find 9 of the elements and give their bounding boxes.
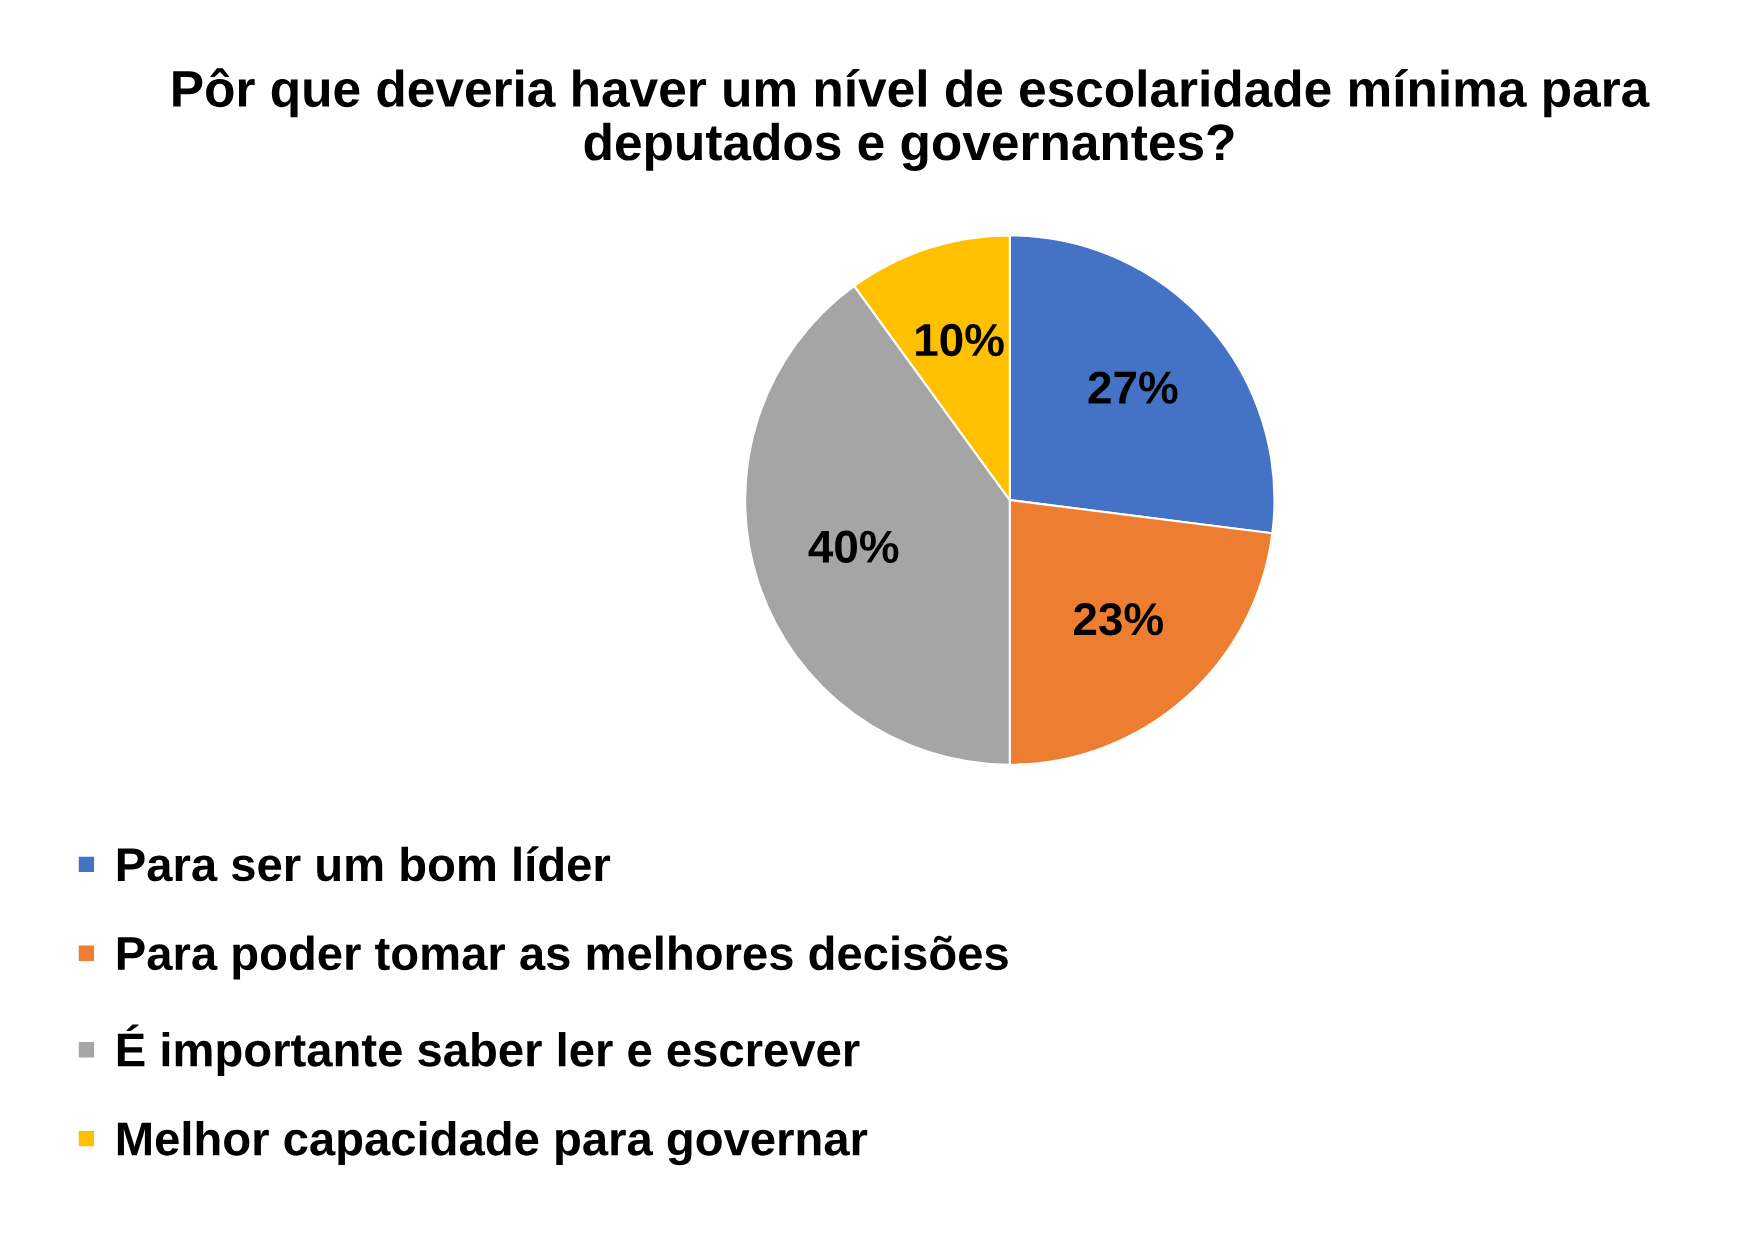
data-label: 10%: [916, 323, 1004, 357]
data-label: 27%: [1088, 371, 1178, 404]
legend-label: É importante saber ler e escrever: [117, 1024, 860, 1077]
data-label: 23%: [1074, 603, 1163, 636]
legend-label: Para poder tomar as melhores decisões: [117, 935, 1008, 980]
chart-title: Pôr que deveria haver um nível de escolaridade mínima para deputados e governantes?: [173, 68, 1650, 171]
legend-label: Para ser um bom líder: [117, 846, 611, 882]
data-label: 40%: [808, 530, 899, 564]
legend-label: Melhor capacidade para governar: [117, 1120, 868, 1166]
